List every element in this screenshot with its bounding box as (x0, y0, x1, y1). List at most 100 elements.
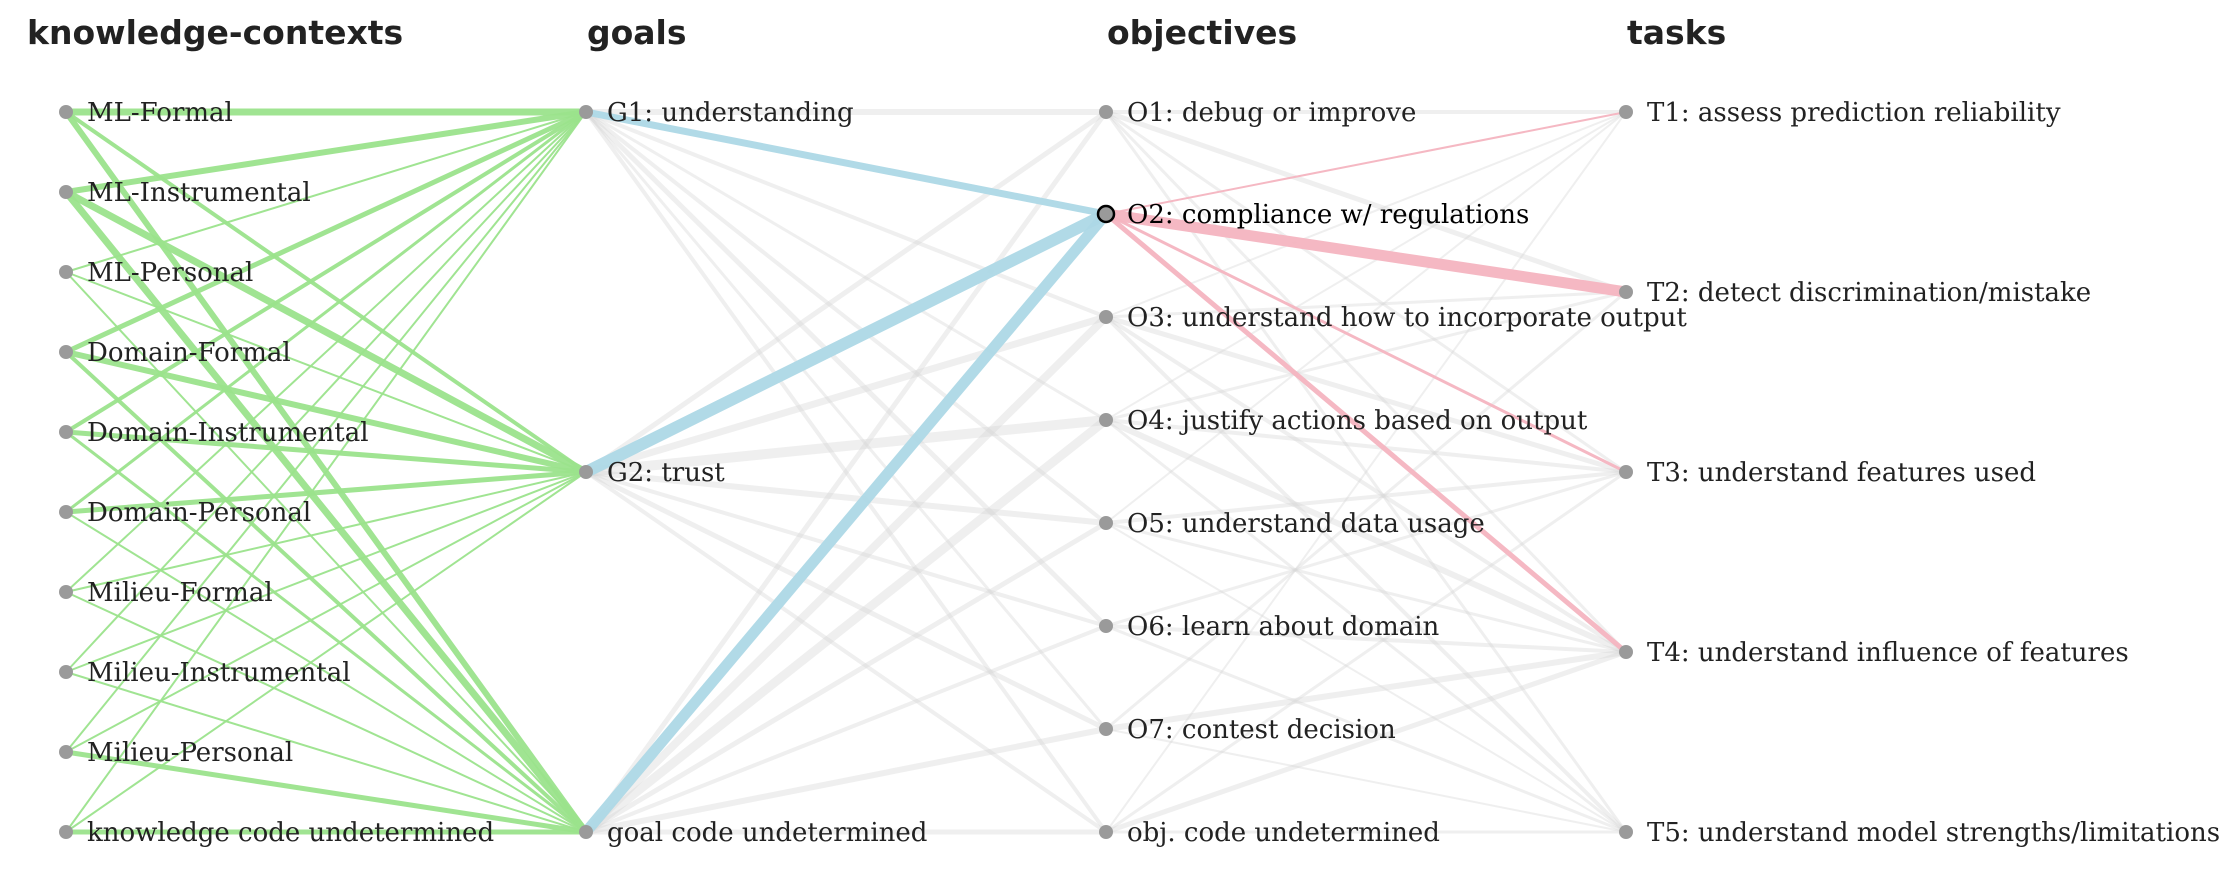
nodes-layer: ML-Formal ML-Instrumental ML-Personal Domai… (59, 98, 2220, 848)
link-objectives-5-to-tasks-2 (1104, 470, 1628, 628)
node-label: Milieu-Formal (87, 578, 273, 608)
node-dot[interactable] (59, 825, 73, 839)
link-objectives-3-to-tasks-3 (1103, 417, 1629, 655)
link-goals-1-to-objectives-6 (583, 469, 1109, 732)
node-objectives-1[interactable]: O2: compliance w/ regulations (1096, 200, 1529, 230)
link-knowledge-7-to-goals-1 (65, 471, 587, 673)
node-label: knowledge code undetermined (87, 818, 494, 848)
node-label: T5: understand model strengths/limitatio… (1647, 818, 2220, 848)
link-objectives-1-to-tasks-1 (1100, 208, 1632, 298)
link-objectives-6-to-tasks-1 (1104, 290, 1628, 731)
link-objectives-2-to-tasks-0 (1105, 111, 1627, 318)
link-objectives-4-to-tasks-2 (1104, 470, 1628, 525)
link-goals-2-to-objectives-1 (580, 208, 1112, 838)
link-objectives-4-to-tasks-4 (1105, 522, 1627, 833)
node-dot[interactable] (1099, 413, 1113, 427)
node-dot[interactable] (59, 665, 73, 679)
node-tasks-0[interactable]: T1: assess prediction reliability (1619, 98, 2061, 128)
node-dot[interactable] (59, 185, 73, 199)
node-label: G1: understanding (607, 98, 854, 128)
node-dot[interactable] (1619, 465, 1633, 479)
link-objectives-7-to-tasks-2 (1104, 470, 1628, 834)
node-dot[interactable] (59, 105, 73, 119)
link-goals-0-to-objectives-3 (584, 110, 1108, 422)
link-goals-1-to-objectives-7 (584, 470, 1108, 834)
link-objectives-3-to-tasks-4 (1104, 418, 1628, 834)
node-label: ML-Instrumental (87, 178, 311, 208)
link-goals-1-to-objectives-5 (584, 470, 1108, 628)
node-dot[interactable] (579, 105, 593, 119)
node-dot[interactable] (1099, 516, 1113, 530)
node-dot[interactable] (1099, 310, 1113, 324)
node-label: O3: understand how to incorporate output (1127, 303, 1687, 333)
node-objectives-2[interactable]: O3: understand how to incorporate output (1099, 303, 1687, 333)
link-goals-2-to-objectives-2 (582, 313, 1110, 836)
link-knowledge-7-to-goals-2 (65, 671, 587, 833)
node-dot[interactable] (1096, 204, 1116, 224)
node-objectives-7[interactable]: obj. code undetermined (1099, 818, 1440, 848)
node-goals-1[interactable]: G2: trust (579, 458, 725, 488)
node-dot[interactable] (1619, 105, 1633, 119)
node-tasks-3[interactable]: T4: understand influence of features (1619, 638, 2129, 668)
node-tasks-4[interactable]: T5: understand model strengths/limitatio… (1619, 818, 2220, 848)
node-dot[interactable] (1619, 645, 1633, 659)
node-knowledge-0[interactable]: ML-Formal (59, 98, 233, 128)
node-dot[interactable] (59, 745, 73, 759)
node-dot[interactable] (1099, 825, 1113, 839)
node-objectives-5[interactable]: O6: learn about domain (1099, 612, 1440, 642)
node-objectives-0[interactable]: O1: debug or improve (1099, 98, 1416, 128)
link-goals-1-to-objectives-2 (582, 313, 1110, 476)
node-dot[interactable] (1619, 825, 1633, 839)
link-knowledge-1-to-goals-2 (62, 188, 590, 836)
node-knowledge-2[interactable]: ML-Personal (59, 258, 253, 288)
link-knowledge-4-to-goals-2 (64, 430, 588, 834)
node-label: O1: debug or improve (1127, 98, 1416, 128)
node-dot[interactable] (1099, 722, 1113, 736)
node-knowledge-8[interactable]: Milieu-Personal (59, 738, 293, 768)
node-goals-2[interactable]: goal code undetermined (579, 818, 927, 848)
node-objectives-3[interactable]: O4: justify actions based on output (1099, 406, 1588, 436)
link-knowledge-5-to-goals-1 (63, 469, 589, 515)
node-knowledge-7[interactable]: Milieu-Instrumental (59, 658, 351, 688)
node-dot[interactable] (1619, 285, 1633, 299)
node-knowledge-6[interactable]: Milieu-Formal (59, 578, 273, 608)
node-dot[interactable] (1099, 105, 1113, 119)
node-label: O4: justify actions based on output (1127, 406, 1588, 436)
link-objectives-2-to-tasks-4 (1104, 315, 1628, 834)
node-dot[interactable] (59, 265, 73, 279)
node-knowledge-4[interactable]: Domain-Instrumental (59, 418, 369, 448)
node-dot[interactable] (579, 465, 593, 479)
link-goals-0-to-objectives-5 (583, 109, 1109, 629)
node-knowledge-1[interactable]: ML-Instrumental (59, 178, 311, 208)
node-dot[interactable] (59, 345, 73, 359)
node-dot[interactable] (579, 825, 593, 839)
link-goals-2-to-objectives-0 (583, 109, 1109, 835)
link-objectives-1-to-tasks-2 (1104, 212, 1628, 474)
node-dot[interactable] (59, 505, 73, 519)
node-knowledge-9[interactable]: knowledge code undetermined (59, 818, 494, 848)
node-dot[interactable] (59, 585, 73, 599)
node-label: G2: trust (607, 458, 725, 488)
node-label: T2: detect discrimination/mistake (1647, 278, 2091, 308)
node-label: O7: contest decision (1127, 715, 1396, 745)
node-dot[interactable] (1099, 619, 1113, 633)
node-objectives-6[interactable]: O7: contest decision (1099, 715, 1396, 745)
node-dot[interactable] (59, 425, 73, 439)
node-tasks-1[interactable]: T2: detect discrimination/mistake (1619, 278, 2091, 308)
link-objectives-0-to-tasks-3 (1104, 110, 1628, 654)
link-goals-1-to-objectives-1 (580, 208, 1112, 478)
node-tasks-2[interactable]: T3: understand features used (1619, 458, 2036, 488)
link-knowledge-5-to-goals-2 (65, 511, 587, 833)
node-label: Domain-Instrumental (87, 418, 369, 448)
link-knowledge-6-to-goals-0 (65, 111, 587, 593)
node-goals-0[interactable]: G1: understanding (579, 98, 854, 128)
link-goals-2-to-objectives-6 (583, 726, 1109, 835)
column-header-objectives: objectives (1107, 13, 1297, 52)
node-knowledge-5[interactable]: Domain-Personal (59, 498, 311, 528)
link-knowledge-3-to-goals-1 (63, 349, 589, 475)
node-objectives-4[interactable]: O5: understand data usage (1099, 509, 1485, 539)
link-knowledge-8-to-goals-2 (63, 749, 589, 835)
node-knowledge-3[interactable]: Domain-Formal (59, 338, 291, 368)
link-goals-0-to-objectives-4 (584, 110, 1108, 525)
